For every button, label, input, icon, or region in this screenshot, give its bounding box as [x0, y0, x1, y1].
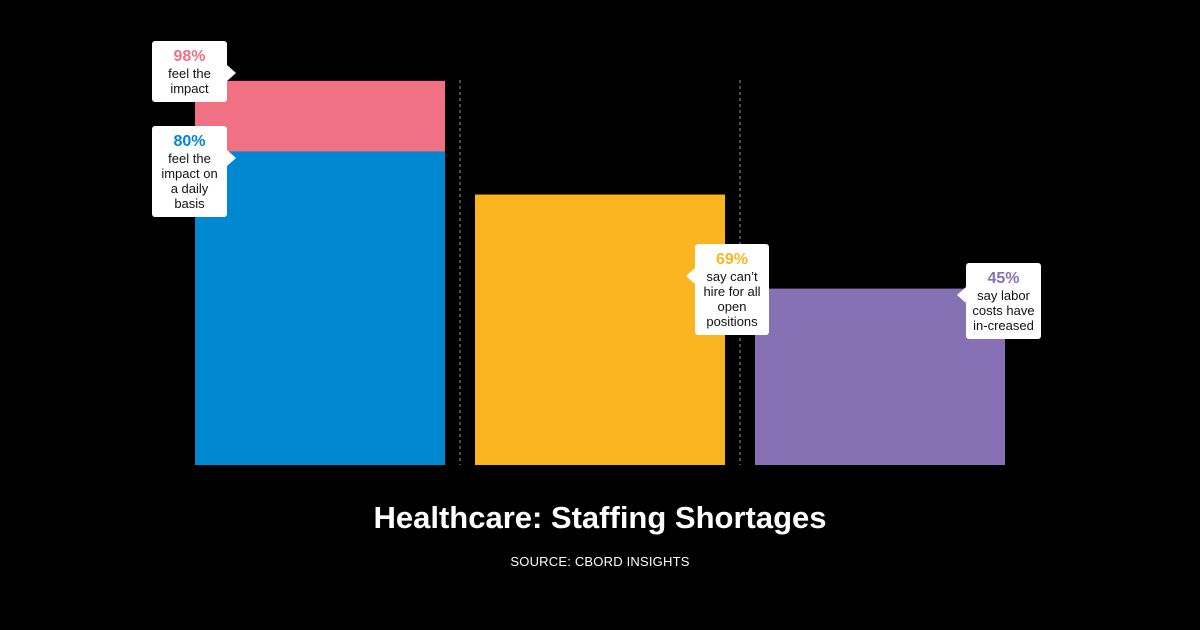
data-label-69: 69% say can’t hire for all open position…: [686, 244, 769, 335]
bar-80: [195, 151, 445, 465]
data-label-value: 80%: [173, 133, 206, 150]
bar-45: [755, 288, 1005, 465]
data-label-value: 69%: [715, 251, 749, 268]
data-label-description: feel the impact: [168, 66, 211, 96]
data-label-80: 80% feel the impact on a daily basis: [152, 126, 236, 217]
chart-title: Healthcare: Staffing Shortages: [373, 500, 827, 535]
data-label-45: 45% say labor costs have in-creased: [957, 263, 1041, 339]
data-label-value: 45%: [987, 270, 1020, 287]
data-label-description: say can’t hire for all open positions: [703, 269, 761, 329]
data-label-description: feel the impact on a daily basis: [161, 151, 218, 211]
bar-69: [475, 194, 725, 465]
data-label-value: 98%: [173, 48, 206, 65]
data-label-description: say labor costs have in-creased: [972, 288, 1035, 333]
chart-source: SOURCE: CBORD INSIGHTS: [510, 554, 690, 569]
bars-group: [195, 80, 1005, 465]
data-label-98: 98% feel the impact: [152, 41, 236, 102]
